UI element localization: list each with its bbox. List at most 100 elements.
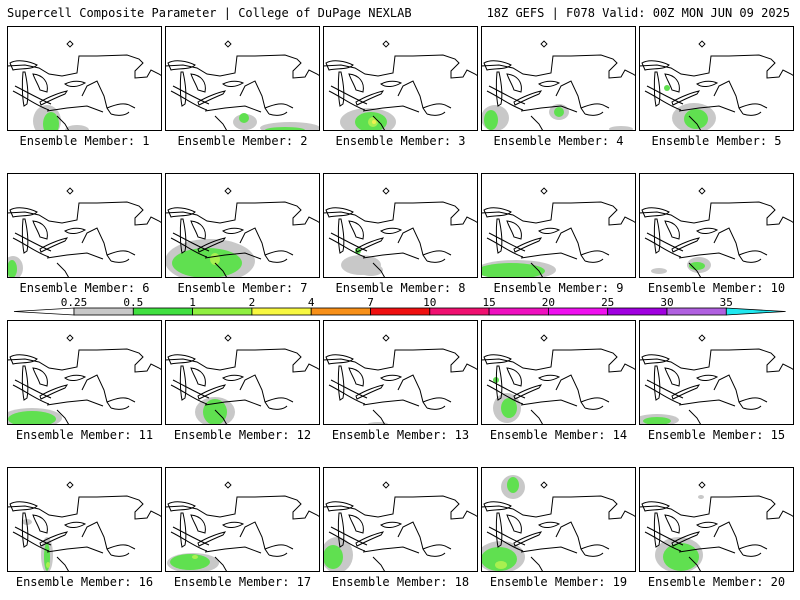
basemap-line xyxy=(14,85,52,105)
basemap-line xyxy=(330,379,368,399)
basemap-line xyxy=(362,105,420,113)
basemap-line xyxy=(641,60,670,71)
basemap-line xyxy=(197,237,227,253)
basemap-line xyxy=(688,556,702,572)
basemap-line xyxy=(325,354,354,365)
ensemble-member-map xyxy=(639,26,794,131)
basemap-line xyxy=(488,526,526,546)
basemap-line xyxy=(530,556,544,572)
basemap-line xyxy=(513,531,543,547)
basemap-line xyxy=(325,207,354,218)
basemap-line xyxy=(580,397,610,403)
basemap-line xyxy=(222,227,245,234)
scp-contour-fill xyxy=(8,411,56,425)
scp-contour-fill xyxy=(689,262,705,270)
basemap-line xyxy=(742,258,762,263)
basemap-line xyxy=(190,367,206,387)
basemap-line xyxy=(170,90,208,111)
basemap-line xyxy=(264,544,294,550)
map-diamond-marker xyxy=(382,481,390,489)
basemap-line xyxy=(39,384,69,400)
basemap-line xyxy=(348,73,364,93)
ensemble-member-label: Ensemble Member: 19 xyxy=(489,575,628,589)
basemap-line xyxy=(486,531,524,552)
basemap-line xyxy=(106,103,136,109)
basemap-line xyxy=(372,262,386,278)
basemap-line xyxy=(646,379,684,399)
basemap-line xyxy=(323,348,478,373)
basemap-line xyxy=(328,384,366,405)
basemap-line xyxy=(653,218,661,254)
basemap-line xyxy=(355,531,385,547)
basemap-line xyxy=(538,80,561,87)
basemap-line xyxy=(481,348,636,373)
scp-contour-fill xyxy=(481,547,517,571)
basemap-line xyxy=(172,379,210,399)
basemap-line xyxy=(197,531,227,547)
scp-contour-fill xyxy=(495,561,507,569)
scp-contour-fill xyxy=(323,545,343,569)
basemap-line xyxy=(348,367,364,387)
map-diamond-marker xyxy=(382,334,390,342)
map-frame xyxy=(481,320,636,425)
map-frame xyxy=(481,26,636,131)
basemap-line xyxy=(696,521,719,528)
basemap-line xyxy=(580,103,610,109)
basemap-line xyxy=(530,409,544,425)
ensemble-member-map xyxy=(481,467,636,572)
basemap-line xyxy=(325,60,354,71)
scp-contour-fill xyxy=(651,268,667,274)
map-diamond-marker xyxy=(540,481,548,489)
basemap-line xyxy=(197,384,227,400)
basemap-line xyxy=(483,501,512,512)
ensemble-member-map xyxy=(165,173,320,278)
basemap-line xyxy=(7,201,162,226)
basemap-line xyxy=(653,365,661,401)
basemap-line xyxy=(46,546,104,554)
basemap-line xyxy=(81,80,112,115)
basemap-line xyxy=(671,531,701,547)
map-frame xyxy=(165,26,320,131)
basemap-line xyxy=(56,262,70,278)
basemap-line xyxy=(81,521,112,556)
basemap-line xyxy=(481,201,636,226)
ensemble-member-map xyxy=(481,26,636,131)
basemap-line xyxy=(239,80,270,115)
basemap-line xyxy=(172,85,210,105)
basemap-line xyxy=(495,71,503,107)
basemap-line xyxy=(165,348,320,373)
ensemble-member-map xyxy=(165,467,320,572)
basemap-line xyxy=(483,354,512,365)
basemap-line xyxy=(422,544,452,550)
basemap-line xyxy=(355,237,385,253)
color-scale-legend: 0.25 0.5 1 2 4 7 10 15 20 25 30 35 xyxy=(13,296,786,316)
scp-contour-fill xyxy=(46,562,50,568)
ensemble-member-map-canvas xyxy=(165,173,320,278)
basemap-line xyxy=(167,501,196,512)
basemap-line xyxy=(214,115,228,131)
basemap-line xyxy=(422,250,452,256)
basemap-line xyxy=(483,207,512,218)
basemap-line xyxy=(337,365,345,401)
basemap-line xyxy=(688,115,702,131)
ensemble-member-map xyxy=(323,320,478,425)
basemap-line xyxy=(641,501,670,512)
basemap-line xyxy=(64,374,87,381)
scp-contour-fill xyxy=(698,495,704,499)
ensemble-member-map-canvas xyxy=(7,26,162,131)
basemap-line xyxy=(372,115,386,131)
basemap-line xyxy=(268,405,288,410)
legend-color-swatch xyxy=(132,307,194,316)
basemap-line xyxy=(488,232,526,252)
basemap-line xyxy=(580,544,610,550)
scp-contour-fill xyxy=(170,554,210,570)
map-frame xyxy=(7,26,162,131)
map-frame xyxy=(323,173,478,278)
ensemble-member-map-canvas xyxy=(639,173,794,278)
ensemble-member-map xyxy=(7,320,162,425)
map-frame xyxy=(7,467,162,572)
basemap-line xyxy=(337,71,345,107)
basemap-line xyxy=(738,103,768,109)
basemap-line xyxy=(678,252,736,260)
ensemble-member-map-canvas xyxy=(165,320,320,425)
